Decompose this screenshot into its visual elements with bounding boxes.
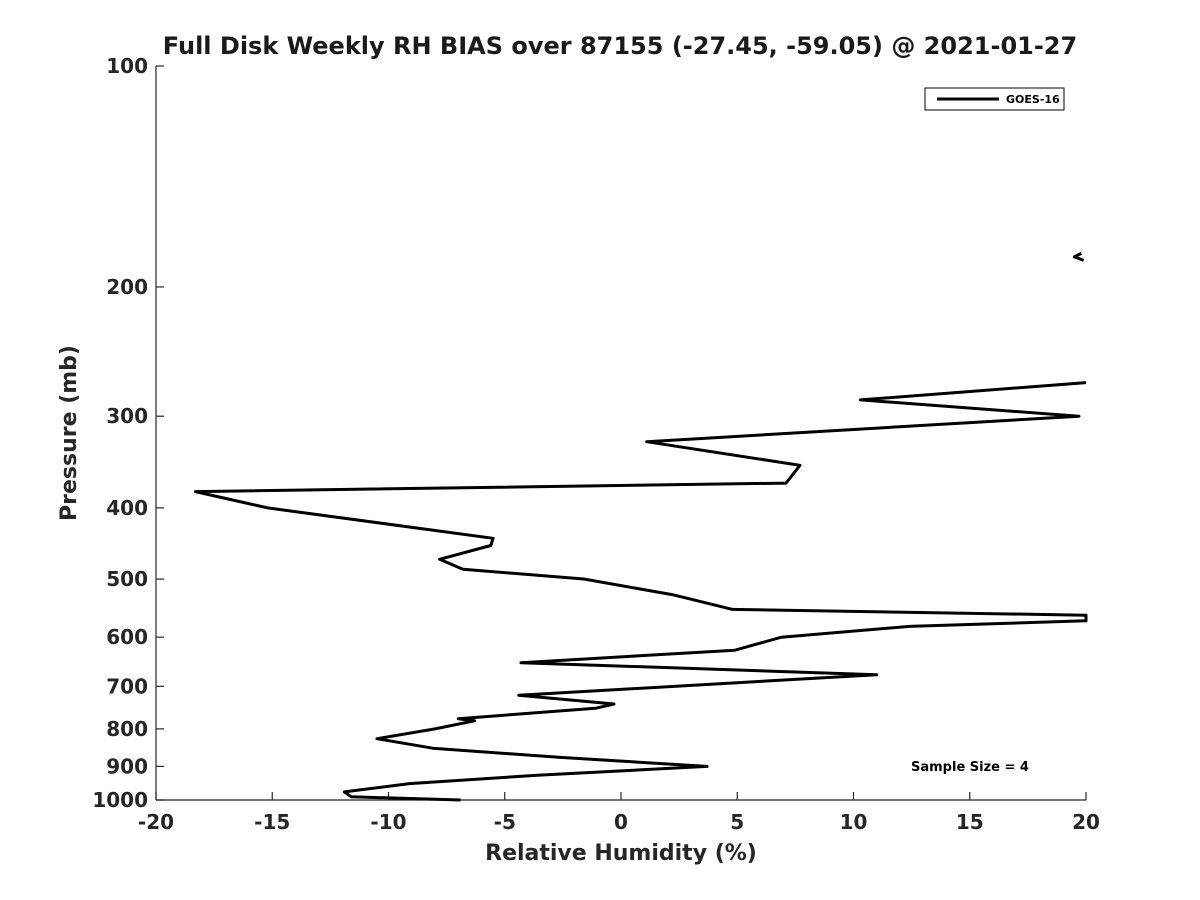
series-line-goes-16 [194, 381, 1088, 802]
x-tick-label: 15 [956, 810, 984, 834]
y-axis-label: Pressure (mb) [57, 345, 82, 521]
y-ticks: 100 200 300 400 500 600 700 800 900 1000 [92, 54, 164, 812]
y-tick-label: 200 [106, 275, 148, 299]
x-tick-label: 20 [1072, 810, 1100, 834]
x-tick-label: 10 [840, 810, 868, 834]
y-tick-label: 400 [106, 496, 148, 520]
x-tick-label: -5 [494, 810, 516, 834]
series-layer [194, 252, 1088, 802]
plot-area: -20 -15 -10 -5 0 5 10 15 20 100 200 300 400 500 600 70… [92, 54, 1100, 834]
x-tick-label: 5 [730, 810, 744, 834]
x-tick-label: -20 [138, 810, 174, 834]
series-line-goes-16 [1072, 252, 1085, 262]
x-tick-label: -10 [370, 810, 406, 834]
y-tick-label: 100 [106, 54, 148, 78]
chart-title: Full Disk Weekly RH BIAS over 87155 (-27… [163, 32, 1077, 60]
y-tick-label: 1000 [92, 788, 148, 812]
y-tick-label: 600 [106, 625, 148, 649]
y-tick-label: 500 [106, 567, 148, 591]
y-tick-label: 900 [106, 754, 148, 778]
y-tick-label: 800 [106, 717, 148, 741]
y-tick-label: 300 [106, 404, 148, 428]
x-ticks: -20 -15 -10 -5 0 5 10 15 20 [138, 792, 1100, 834]
y-tick-label: 700 [106, 674, 148, 698]
x-tick-label: -15 [254, 810, 290, 834]
legend: GOES-16 [924, 87, 1065, 111]
x-axis-label: Relative Humidity (%) [485, 841, 757, 866]
x-tick-label: 0 [614, 810, 628, 834]
sample-size-annotation: Sample Size = 4 [911, 760, 1029, 775]
legend-label-goes-16: GOES-16 [1006, 93, 1060, 106]
